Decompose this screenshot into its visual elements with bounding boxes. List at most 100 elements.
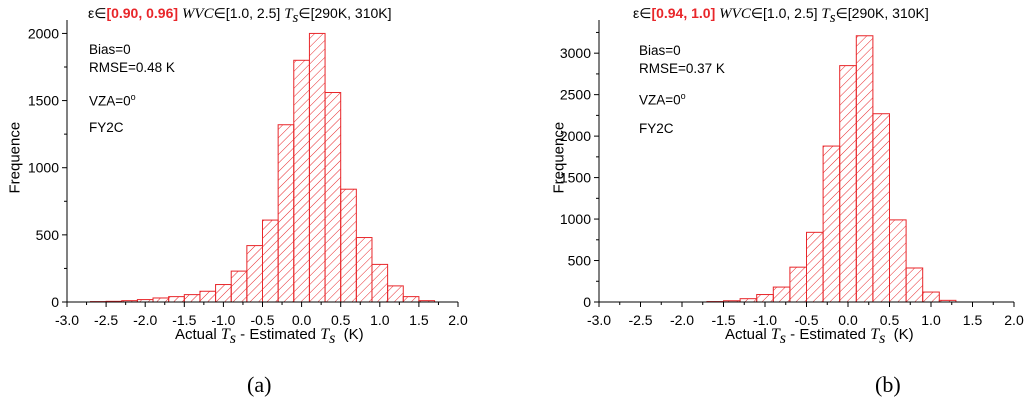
wvc-range: ∈[1.0, 2.5]	[213, 5, 281, 21]
x-axis-label-b: Actual Ts - Estimated Ts (K)	[725, 326, 914, 348]
x-label-sub: s	[879, 330, 886, 347]
rmse-label: RMSE=0.48 K	[89, 60, 175, 75]
x-tick-label: -2.5	[94, 312, 118, 328]
x-tick-label: -1.5	[172, 312, 196, 328]
vza-degree: o	[680, 91, 686, 101]
histogram-bar	[277, 124, 295, 303]
x-tick-label: -2.0	[133, 312, 157, 328]
wvc-range: ∈[1.0, 2.5]	[750, 5, 818, 21]
histogram-bar	[922, 291, 940, 303]
histogram-bar	[215, 284, 232, 303]
x-tick-label: 0.5	[331, 312, 351, 328]
histogram-bar	[789, 266, 807, 303]
x-tick-label: -0.5	[250, 312, 274, 328]
histogram-bar	[355, 237, 373, 303]
histogram-bar	[889, 219, 907, 303]
ts-range: ∈[290K, 310K]	[835, 5, 929, 21]
x-label-sub: s	[329, 330, 336, 347]
histogram-bar	[756, 294, 774, 303]
x-label-part: - Estimated	[786, 326, 871, 343]
x-tick-label: 0.5	[880, 312, 900, 328]
x-tick-label: -1.0	[211, 312, 235, 328]
x-tick-label: -1.5	[711, 312, 735, 328]
x-label-part: - Estimated	[236, 326, 321, 343]
y-tick-label: 0	[583, 294, 591, 310]
wvc-name: WVC	[719, 6, 751, 22]
histogram-bar	[230, 270, 248, 303]
y-tick-label: 1000	[560, 211, 591, 227]
vza-text: VZA=0	[89, 93, 131, 109]
histogram-bar	[822, 145, 841, 303]
histogram-bar	[855, 35, 874, 303]
x-label-t: T	[220, 326, 230, 343]
x-label-unit: (K)	[885, 326, 914, 343]
ts-range: ∈[290K, 310K]	[298, 5, 392, 21]
y-tick-label: 1500	[560, 170, 591, 186]
x-label-sub: s	[229, 330, 236, 347]
ts-sub: s	[829, 9, 836, 26]
x-label-sub: s	[779, 330, 786, 347]
satellite-label: FY2C	[89, 120, 124, 135]
y-axis-label-b: Frequence	[550, 121, 568, 194]
x-label-t: T	[770, 326, 780, 343]
bias-label: Bias=0	[89, 42, 131, 57]
vza-label: VZA=0o	[89, 92, 136, 109]
wvc-name: WVC	[181, 6, 214, 22]
histogram-bar	[183, 294, 201, 303]
histogram-bar	[308, 32, 326, 303]
rmse-label: RMSE=0.37 K	[639, 61, 725, 76]
x-tick-label: -0.5	[794, 312, 818, 328]
x-label-part: Actual	[725, 326, 771, 343]
emissivity-range: [0.90, 0.96]	[106, 5, 179, 21]
vza-label: VZA=0o	[639, 91, 686, 108]
x-tick-label: 2.0	[1004, 312, 1024, 328]
histogram-bar	[872, 113, 890, 303]
chart-panel-a: -3.0 -2.5 -2.0 -1.5 -1.0 -0.5 0.0 0.5 1.0 1.5 2.0 0…	[6, 5, 468, 397]
histogram-bar	[839, 65, 857, 303]
y-tick-label: 500	[36, 227, 60, 243]
y-axis-label-a: Frequence	[6, 121, 24, 194]
ts-sub: s	[292, 9, 299, 26]
histogram-bar	[152, 297, 170, 303]
x-label-part: Actual	[175, 326, 221, 343]
histogram-bar	[905, 267, 924, 303]
emissivity-range: [0.94, 1.0]	[651, 5, 716, 21]
ts-name: T	[821, 6, 830, 22]
x-tick-label: 1.0	[921, 312, 941, 328]
bias-label: Bias=0	[639, 43, 681, 58]
x-tick-label: 2.0	[448, 312, 468, 328]
y-tick-label: 3000	[560, 45, 591, 61]
histogram-bar	[262, 219, 279, 303]
histogram-bar	[806, 231, 824, 303]
x-tick-label: -1.0	[753, 312, 777, 328]
emissivity-prefix: ε∈	[633, 5, 652, 21]
x-tick-label: 1.0	[370, 312, 390, 328]
ts-name: T	[284, 6, 293, 22]
histogram-bar	[402, 296, 420, 303]
histogram-bar	[340, 188, 357, 303]
x-tick-label: -3.0	[587, 312, 611, 328]
histogram-bar	[246, 245, 264, 303]
chart-header-a: ε∈[0.90, 0.96] WVC∈[1.0, 2.5] Ts∈[290K, …	[88, 5, 392, 27]
histogram-bar	[387, 285, 404, 303]
chart-header-b: ε∈[0.94, 1.0] WVC∈[1.0, 2.5] Ts∈[290K, 3…	[633, 5, 929, 27]
y-tick-label: 1000	[28, 160, 59, 176]
x-tick-label: 1.5	[409, 312, 429, 328]
histogram-bar	[772, 286, 791, 303]
emissivity-prefix: ε∈	[88, 5, 107, 21]
x-tick-label: 0.0	[292, 312, 312, 328]
y-tick-label: 1500	[28, 93, 59, 109]
x-tick-label: -2.0	[670, 312, 694, 328]
y-tick-label: 500	[568, 253, 592, 269]
histogram-a: -3.0 -2.5 -2.0 -1.5 -1.0 -0.5 0.0 0.5 1.0 1.5 2.0 0…	[28, 20, 468, 328]
histogram-bar	[168, 296, 185, 303]
histogram-bar	[199, 290, 217, 303]
histogram-bar	[324, 92, 342, 303]
chart-panel-b: -3.0 -2.5 -2.0 -1.5 -1.0 -0.5 0.0 0.5 1.0 1.5 2.0 0…	[512, 0, 1024, 412]
vza-text: VZA=0	[639, 92, 681, 108]
satellite-label: FY2C	[639, 121, 674, 136]
histogram-bar	[371, 263, 389, 303]
y-tick-label: 2000	[560, 128, 591, 144]
histogram-bar	[293, 59, 310, 303]
y-tick-label: 2000	[28, 25, 59, 41]
